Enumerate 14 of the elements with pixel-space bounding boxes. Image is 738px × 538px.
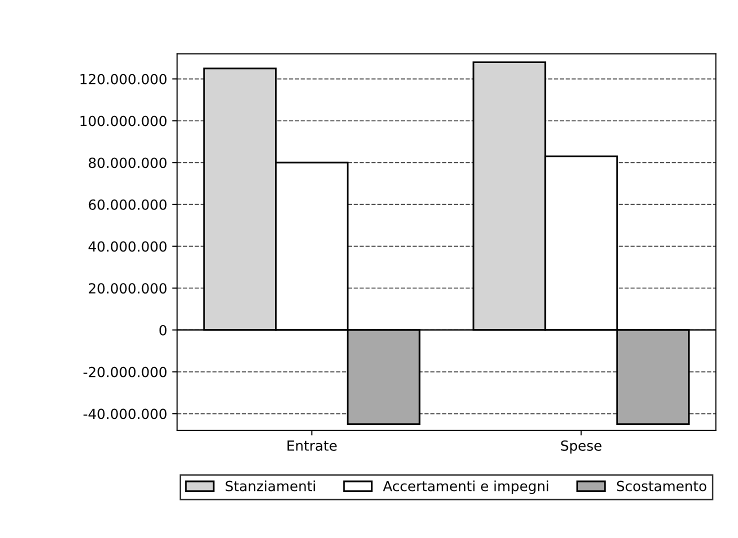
legend-label: Stanziamenti	[226, 480, 315, 492]
y-tick-label: 0	[159, 324, 166, 336]
x-tick-label: Spese	[561, 440, 602, 454]
y-tick-label: 100.000.000	[80, 116, 166, 126]
y-tick-label: -20.000.000	[84, 366, 166, 378]
legend-label: Scostamento	[617, 480, 706, 492]
y-tick-label: -40.000.000	[84, 408, 166, 420]
x-tick-label: Entrate	[288, 440, 337, 451]
y-tick-label: 80.000.000	[88, 158, 166, 168]
y-tick-label: 40.000.000	[88, 241, 166, 252]
y-tick-label: 60.000.000	[88, 199, 166, 210]
legend-label: Accertamenti e impegni	[383, 480, 548, 494]
y-tick-label: 120.000.000	[80, 74, 166, 84]
y-tick-label: 20.000.000	[88, 283, 166, 294]
